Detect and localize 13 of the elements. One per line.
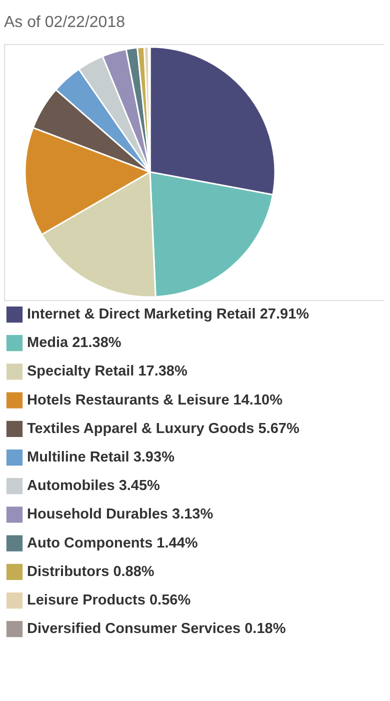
legend-label: Leisure Products 0.56%: [27, 592, 191, 608]
legend-label: Textiles Apparel & Luxury Goods 5.67%: [27, 420, 300, 437]
legend-label: Automobiles 3.45%: [27, 478, 160, 494]
legend-label: Auto Components 1.44%: [27, 535, 198, 552]
legend-label: Media 21.38%: [27, 335, 122, 352]
legend-label: Multiline Retail 3.93%: [27, 450, 175, 466]
legend-label: Distributors 0.88%: [27, 564, 154, 580]
legend-label: Hotels Restaurants & Leisure 14.10%: [27, 392, 283, 408]
chart-title: As of 02/22/2018: [4, 14, 126, 31]
legend-label: Diversified Consumer Services 0.18%: [27, 621, 286, 638]
legend-label: Household Durables 3.13%: [27, 506, 214, 523]
legend-label: Specialty Retail 17.38%: [27, 364, 188, 380]
legend-label: Internet & Direct Marketing Retail 27.91%: [27, 306, 310, 322]
